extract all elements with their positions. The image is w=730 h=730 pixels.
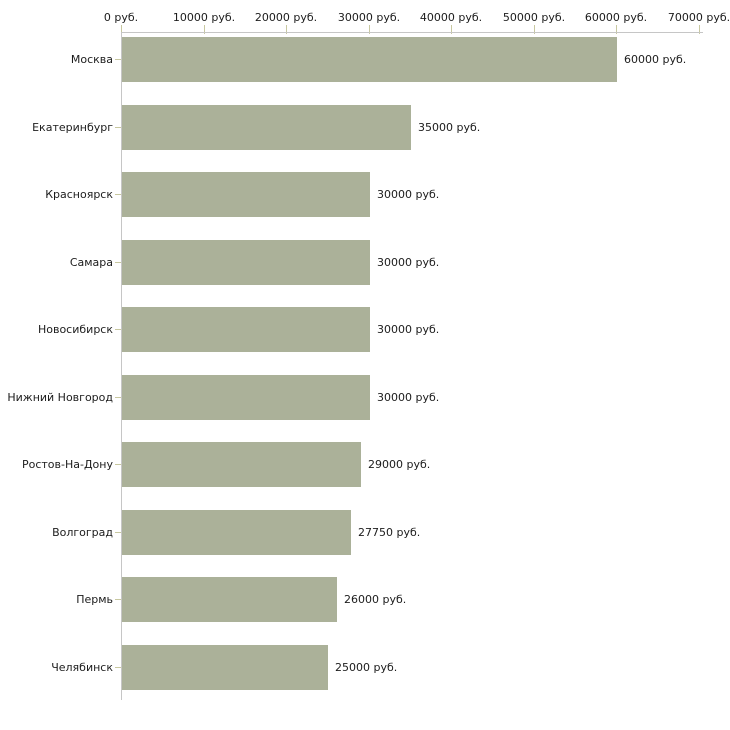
bar (122, 240, 370, 285)
value-label: 30000 руб. (377, 188, 440, 201)
y-axis-tick-mark (115, 329, 121, 330)
bar-row: Москва 60000 руб. (71, 37, 687, 82)
y-axis-tick-mark (115, 127, 121, 128)
category-label: Челябинск (51, 661, 113, 674)
x-axis-tick-label: 60000 руб. (584, 11, 648, 24)
bar (122, 510, 351, 555)
bar-row: Челябинск 25000 руб. (51, 645, 398, 690)
y-axis-tick-mark (115, 599, 121, 600)
y-axis-tick-mark (115, 59, 121, 60)
x-axis-line (121, 32, 703, 33)
value-label: 30000 руб. (377, 256, 440, 269)
bar (122, 105, 411, 150)
y-axis-tick-mark (115, 667, 121, 668)
bar-row: Екатеринбург 35000 руб. (32, 105, 481, 150)
x-axis-tick-label: 0 руб. (103, 11, 139, 24)
bar-row: Новосибирск 30000 руб. (38, 307, 440, 352)
value-label: 30000 руб. (377, 323, 440, 336)
x-axis-tick-mark (121, 25, 122, 34)
bar (122, 442, 361, 487)
category-label: Екатеринбург (32, 121, 113, 134)
bar (122, 37, 617, 82)
y-axis-tick-mark (115, 194, 121, 195)
x-axis-tick-mark (286, 25, 287, 34)
bar-row: Ростов-На-Дону 29000 руб. (22, 442, 431, 487)
x-axis-tick-label: 50000 руб. (502, 11, 566, 24)
value-label: 25000 руб. (335, 661, 398, 674)
value-label: 35000 руб. (418, 121, 481, 134)
x-axis-tick-mark (616, 25, 617, 34)
bar-row: Нижний Новгород 30000 руб. (7, 375, 440, 420)
x-axis-tick-label: 40000 руб. (419, 11, 483, 24)
y-axis-tick-mark (115, 532, 121, 533)
category-label: Нижний Новгород (7, 391, 113, 404)
x-axis-tick-mark (451, 25, 452, 34)
y-axis-tick-mark (115, 464, 121, 465)
x-axis-tick-label: 20000 руб. (254, 11, 318, 24)
x-axis-tick-label: 10000 руб. (172, 11, 236, 24)
category-label: Новосибирск (37, 323, 113, 336)
value-label: 27750 руб. (358, 526, 421, 539)
bar (122, 172, 370, 217)
y-axis-line (121, 32, 122, 700)
bar-row: Пермь 26000 руб. (76, 577, 407, 622)
bar (122, 307, 370, 352)
category-label: Самара (69, 256, 113, 269)
value-label: 30000 руб. (377, 391, 440, 404)
category-label: Красноярск (45, 188, 113, 201)
category-label: Москва (70, 53, 113, 66)
x-axis-tick-label: 30000 руб. (337, 11, 401, 24)
y-axis-tick-mark (115, 397, 121, 398)
x-axis-tick-mark (369, 25, 370, 34)
bar-row: Красноярск 30000 руб. (45, 172, 440, 217)
x-axis-tick-label: 70000 руб. (667, 11, 730, 24)
bar (122, 577, 337, 622)
x-axis-tick-mark (204, 25, 205, 34)
bar (122, 645, 328, 690)
category-label: Пермь (76, 593, 113, 606)
bar-row: Волгоград 27750 руб. (52, 510, 421, 555)
value-label: 60000 руб. (624, 53, 687, 66)
category-label: Волгоград (52, 526, 113, 539)
bar-row: Самара 30000 руб. (70, 240, 440, 285)
x-axis-tick-mark (534, 25, 535, 34)
value-label: 26000 руб. (344, 593, 407, 606)
category-label: Ростов-На-Дону (21, 458, 113, 471)
y-axis-tick-mark (115, 262, 121, 263)
value-label: 29000 руб. (368, 458, 431, 471)
x-axis-tick-mark (699, 25, 700, 34)
bar (122, 375, 370, 420)
